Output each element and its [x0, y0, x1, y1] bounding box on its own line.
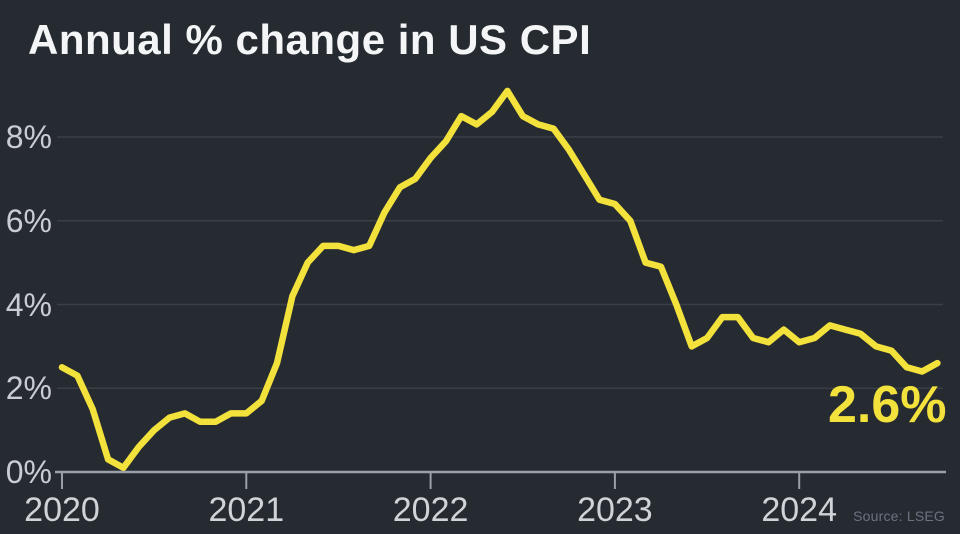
x-tick-label: 2020	[24, 491, 100, 529]
y-tick-label: 6%	[5, 202, 52, 239]
gridlines	[57, 136, 943, 389]
x-tick-label: 2023	[577, 491, 653, 529]
source-label: Source: LSEG	[853, 508, 945, 524]
x-tick-label: 2024	[761, 491, 837, 529]
x-axis	[55, 470, 946, 489]
y-tick-label: 0%	[5, 454, 52, 490]
y-tick-label: 2%	[5, 370, 52, 407]
x-tick-label: 2022	[392, 491, 469, 529]
y-tick-label: 4%	[5, 286, 52, 323]
chart-title: Annual % change in US CPI	[28, 16, 592, 63]
cpi-line-series	[58, 87, 941, 472]
x-tick-label: 2021	[208, 491, 285, 529]
last-value-label: 2.6%	[828, 376, 947, 434]
y-tick-label: 8%	[5, 119, 52, 155]
